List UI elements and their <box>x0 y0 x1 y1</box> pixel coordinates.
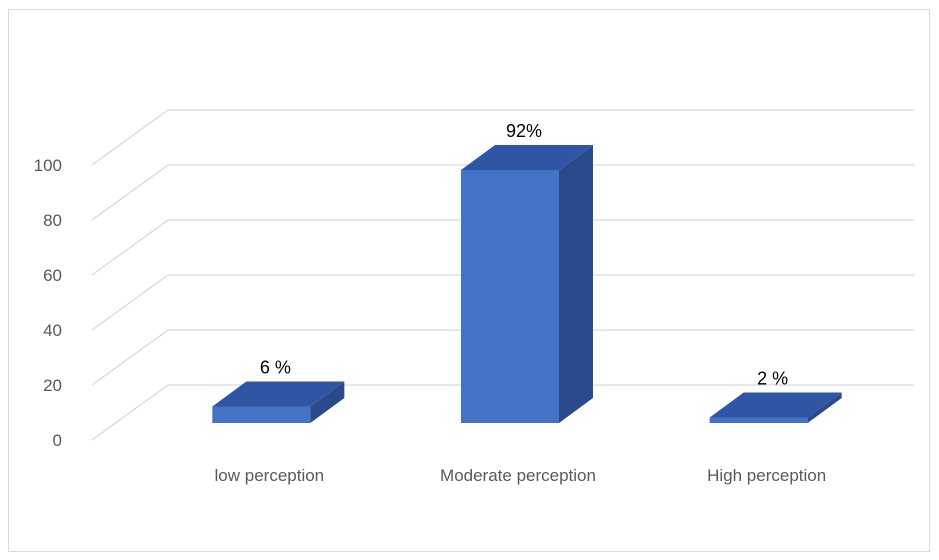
bar-top-face <box>461 145 593 170</box>
data-label: 6 % <box>260 358 291 378</box>
gridline-40 <box>91 274 914 331</box>
gridlines <box>91 109 914 441</box>
y-tick-label: 60 <box>43 266 62 285</box>
y-tick-label: 40 <box>43 321 62 340</box>
bar-1 <box>461 145 593 423</box>
bar-side-face <box>559 145 593 423</box>
bars <box>212 145 842 423</box>
data-label: 92% <box>506 121 542 141</box>
data-label: 2 % <box>757 369 788 389</box>
x-axis: low perception Moderate perception High pe… <box>215 466 827 485</box>
bar-top-face <box>212 381 345 407</box>
bar-front-face <box>212 406 311 423</box>
y-axis: 0 20 40 60 80 100 <box>34 156 62 450</box>
bar-side-face <box>310 381 345 423</box>
y-tick-label: 20 <box>43 376 62 395</box>
y-tick-label: 100 <box>34 156 62 175</box>
y-tick-label: 80 <box>43 211 62 230</box>
gridline-80 <box>91 164 914 221</box>
gridline-100 <box>91 109 914 166</box>
bar-0 <box>212 381 345 423</box>
x-tick-label: High perception <box>707 466 826 485</box>
data-labels: 6 % 92% 2 % <box>260 121 788 389</box>
x-tick-label: low perception <box>215 466 325 485</box>
gridline-60 <box>91 219 914 276</box>
bar-2 <box>709 392 842 423</box>
gridline-20 <box>91 329 914 386</box>
bar-top-face <box>709 392 842 418</box>
x-tick-label: Moderate perception <box>440 466 596 485</box>
gridline-0 <box>91 384 914 441</box>
bar-side-face <box>807 392 842 423</box>
y-tick-label: 0 <box>53 431 62 450</box>
bar-front-face <box>709 417 808 423</box>
bar-front-face <box>461 170 559 423</box>
